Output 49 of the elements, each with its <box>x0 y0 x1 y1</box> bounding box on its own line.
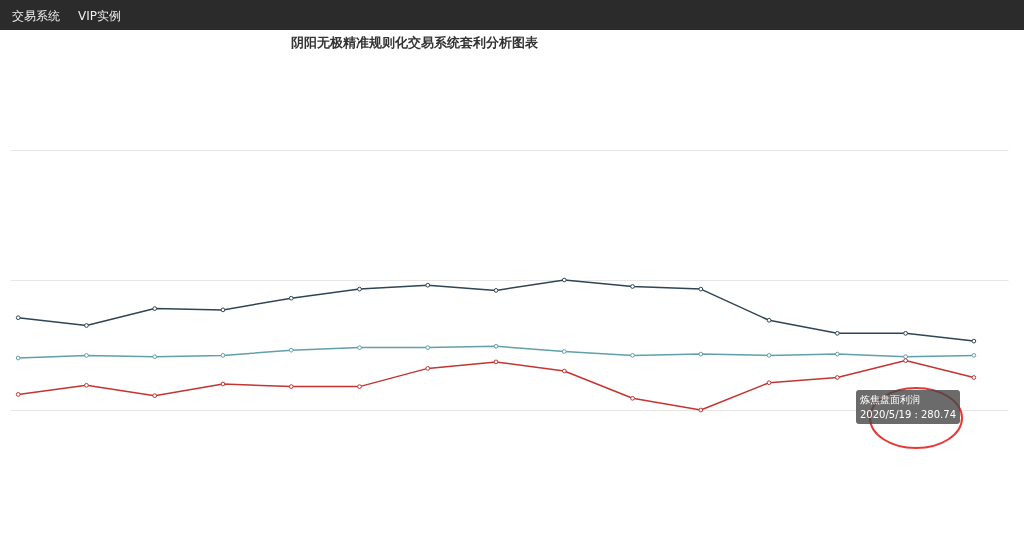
annotation: 炼焦盘面利润 2020/5/19 : 280.74 <box>856 390 960 424</box>
point <box>220 307 226 313</box>
point <box>425 345 431 350</box>
point <box>561 368 567 374</box>
text: VIP实例 <box>78 8 121 25</box>
point <box>834 330 840 336</box>
point <box>561 277 567 283</box>
point <box>357 345 362 350</box>
point <box>630 284 635 289</box>
text: 交易系统 <box>12 8 60 25</box>
point <box>766 317 772 323</box>
point <box>288 347 294 353</box>
point <box>15 392 21 397</box>
point <box>357 286 362 292</box>
point <box>84 353 89 358</box>
point <box>698 286 704 292</box>
point <box>288 384 294 389</box>
point <box>903 354 908 360</box>
point <box>152 306 158 311</box>
point <box>84 382 89 388</box>
point <box>971 338 977 344</box>
point <box>971 375 977 380</box>
point <box>698 351 704 357</box>
point <box>903 330 908 336</box>
point <box>698 407 704 413</box>
chart-title: 阴阳无极精准规则化交易系统套利分析图表 <box>290 35 539 50</box>
point <box>630 395 635 401</box>
point <box>357 384 362 389</box>
point <box>220 353 226 358</box>
point <box>220 381 226 387</box>
point <box>493 288 499 293</box>
point <box>15 355 21 361</box>
point <box>971 353 977 358</box>
point <box>834 351 840 357</box>
point <box>493 359 499 365</box>
point <box>84 323 89 328</box>
point <box>766 380 772 386</box>
point <box>561 349 567 354</box>
point <box>425 282 431 288</box>
point <box>630 353 635 358</box>
point <box>152 354 158 360</box>
point <box>425 366 431 371</box>
point <box>834 375 840 380</box>
point <box>152 393 158 399</box>
point <box>288 295 294 301</box>
point <box>493 343 499 349</box>
point <box>766 353 772 358</box>
point <box>903 358 908 363</box>
point <box>15 315 21 321</box>
